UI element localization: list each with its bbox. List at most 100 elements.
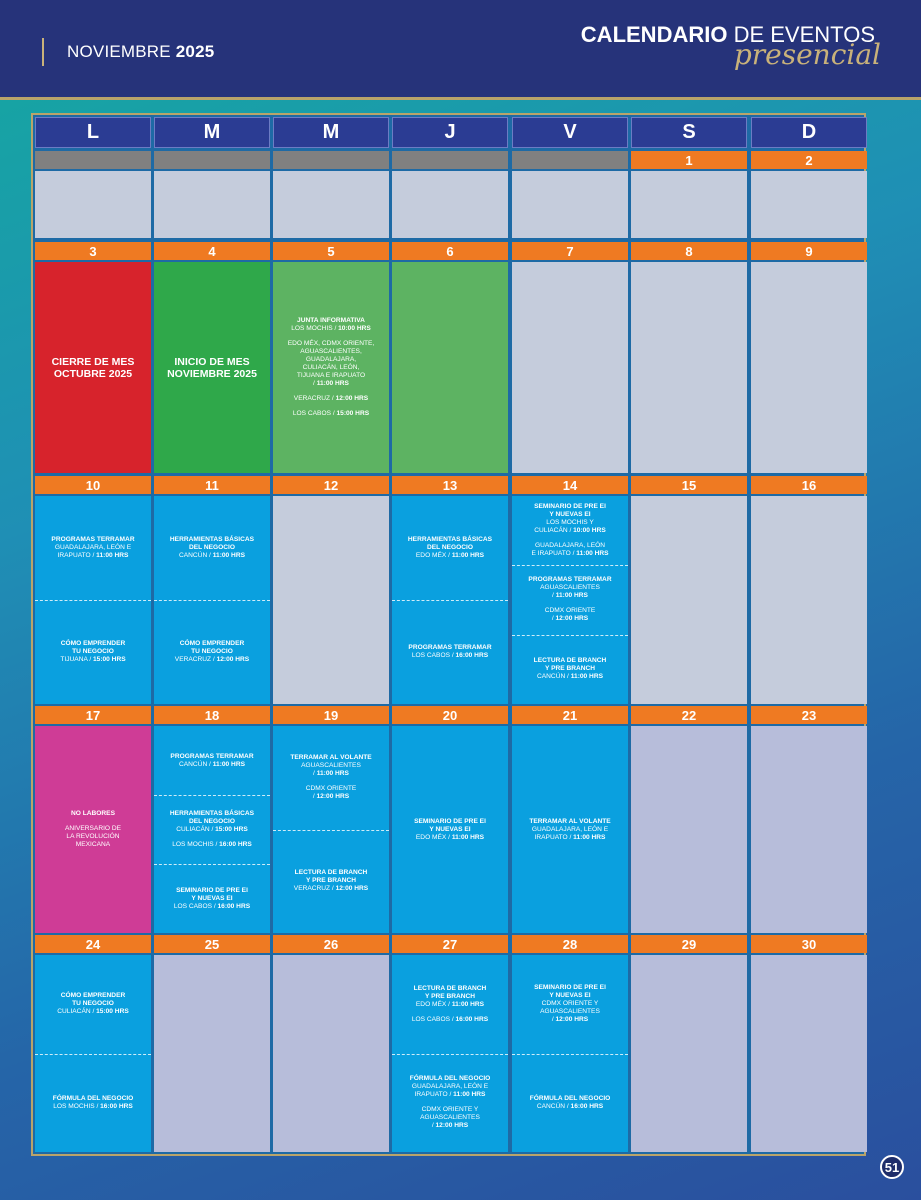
event-detail: EDO MÉX / 11:00 HRS [416, 1001, 484, 1009]
date-number: 19 [273, 706, 389, 724]
event-text: PROGRAMAS TERRAMAR [170, 752, 254, 760]
day-cell [751, 955, 867, 1152]
event-detail: IRAPUATO / 11:00 HRS [58, 552, 129, 560]
event-detail: LOS CABOS / 15:00 HRS [293, 410, 369, 418]
event-divider [512, 1053, 628, 1055]
event-text: GUADALAJARA, LEÓN [535, 542, 605, 550]
event-detail: LA REVOLUCIÓN [66, 833, 119, 841]
event-text: CANCÚN / [179, 760, 213, 768]
event-detail: LOS CABOS / 16:00 HRS [412, 1016, 488, 1024]
event-detail: IRAPUATO / 11:00 HRS [415, 1091, 486, 1099]
event-text: / [551, 615, 556, 623]
event-detail: EDO MÉX / 11:00 HRS [416, 552, 484, 560]
event-divider [154, 864, 270, 865]
event-detail: LOS MOCHIS / 16:00 HRS [53, 1103, 133, 1111]
event-block: JUNTA INFORMATIVA LOS MOCHIS / 10:00 HRS E… [273, 262, 389, 473]
event-title: PROGRAMAS TERRAMAR [528, 576, 611, 584]
event-text: LECTURA DE BRANCH [294, 869, 368, 877]
event-text: VERACRUZ / [174, 656, 217, 663]
event-detail: GUADALAJARA, LEÓN E [55, 544, 131, 552]
event-text: EDO MÉX, CDMX ORIENTE, [287, 340, 375, 347]
event-detail: LOS MOCHIS Y [546, 519, 594, 527]
event-text: AGUASCALIENTES [540, 584, 600, 592]
event-detail: AGUASCALIENTES [420, 1114, 480, 1122]
event-time: 12:00 HRS [335, 885, 369, 893]
day-cell [273, 496, 389, 704]
event-text: HERRAMIENTAS BÁSICAS [169, 536, 255, 543]
event-detail: VERACRUZ / 12:00 HRS [294, 395, 368, 403]
event-detail: CULIACÁN / 15:00 HRS [176, 826, 247, 834]
event-block: PROGRAMAS TERRAMAR CANCÚN / 11:00 HRS [154, 726, 270, 795]
event-block: CÓMO EMPRENDER TU NEGOCIO CULIACÁN / 15:00… [35, 955, 151, 1054]
event-block: HERRAMIENTAS BÁSICAS DEL NEGOCIO CULIACÁN … [154, 795, 270, 864]
event-title: DEL NEGOCIO [189, 544, 235, 552]
event-text: DEL NEGOCIO [188, 544, 236, 551]
day-cell [512, 171, 628, 238]
weekday-header: D [751, 117, 867, 148]
event-time: 11:00 HRS [451, 1000, 485, 1008]
event-detail: CANCÚN / 16:00 HRS [537, 1103, 603, 1111]
event-detail: AGUASCALIENTES, [300, 348, 362, 356]
event-title: FÓRMULA DEL NEGOCIO [53, 1095, 134, 1103]
date-number: 21 [512, 706, 628, 724]
event-time: 16:00 HRS [219, 841, 252, 848]
day-cell [631, 496, 747, 704]
event-block: SEMINARIO DE PRE EI Y NUEVAS EI LOS MOCHIS… [512, 496, 628, 565]
event-text: DEL NEGOCIO [188, 818, 236, 825]
weekday-header: L [35, 117, 151, 148]
event-time: 12:00 HRS [435, 1122, 469, 1130]
event-detail: MEXICANA [76, 841, 110, 849]
event-text: SEMINARIO DE PRE EI [176, 886, 248, 894]
day-cell: JUNTA INFORMATIVA LOS MOCHIS / 10:00 HRS E… [273, 262, 389, 473]
event-title: SEMINARIO DE PRE EI [534, 984, 606, 992]
event-detail: GUADALAJARA, [306, 356, 356, 364]
event-title: Y PRE BRANCH [306, 877, 356, 885]
date-number: 20 [392, 706, 508, 724]
event-title: TERRAMAR AL VOLANTE [529, 818, 610, 826]
event-divider [392, 600, 508, 601]
event-title: SEMINARIO DE PRE EI [534, 503, 606, 511]
page-title: CALENDARIO DE EVENTOS [580, 22, 875, 47]
event-detail: ANIVERSARIO DE [65, 825, 121, 833]
event-text: FÓRMULA DEL NEGOCIO [529, 1094, 611, 1102]
event-time: 12:00 HRS [555, 1016, 589, 1024]
day-cell: HERRAMIENTAS BÁSICAS DEL NEGOCIO CANCÚN / … [154, 496, 270, 704]
day-cell: LECTURA DE BRANCH Y PRE BRANCH EDO MÉX / 1… [392, 955, 508, 1152]
event-time: 11:00 HRS [316, 770, 349, 778]
event-detail: CANCÚN / 11:00 HRS [537, 673, 603, 681]
event-detail: LOS MOCHIS / 16:00 HRS [172, 841, 252, 849]
date-number: 5 [273, 242, 389, 260]
event-text: SEMINARIO DE PRE EI [534, 984, 606, 992]
event-time: 15:00 HRS [215, 826, 248, 833]
event-block: PROGRAMAS TERRAMAR LOS CABOS / 16:00 HRS [392, 600, 508, 704]
event-text: / [431, 1122, 436, 1130]
event-time: 10:00 HRS [338, 325, 371, 332]
event-text: Y PRE BRANCH [424, 992, 476, 1000]
event-text: VERACRUZ / [293, 395, 336, 402]
event-text: PROGRAMAS TERRAMAR [528, 576, 612, 584]
page-header: NOVIEMBRE 2025 CALENDARIO DE EVENTOS pre… [0, 0, 921, 100]
cell-notice: CIERRE DE MES OCTUBRE 2025 [35, 262, 151, 473]
event-time: 10:00 HRS [573, 527, 606, 535]
event-title: Y PRE BRANCH [425, 993, 475, 1001]
event-title: FÓRMULA DEL NEGOCIO [410, 1075, 491, 1083]
day-cell: HERRAMIENTAS BÁSICAS DEL NEGOCIO EDO MÉX /… [392, 496, 508, 704]
event-text: TU NEGOCIO [72, 648, 114, 655]
event-title: Y NUEVAS EI [549, 992, 590, 1000]
date-number: 26 [273, 935, 389, 953]
event-text: TIJUANA / [60, 656, 93, 663]
event-text: GUADALAJARA, LEÓN E [54, 544, 132, 551]
event-text: CDMX ORIENTE [544, 607, 596, 615]
event-text: SEMINARIO DE PRE EI [534, 503, 606, 511]
event-title: JUNTA INFORMATIVA [297, 317, 365, 325]
day-cell [631, 955, 747, 1152]
event-detail: EDO MÉX / 11:00 HRS [416, 834, 484, 842]
event-title: LECTURA DE BRANCH [414, 985, 487, 993]
day-cell [392, 262, 508, 473]
event-time: 11:00 HRS [451, 552, 485, 559]
event-time: 12:00 HRS [216, 656, 250, 663]
date-number: 18 [154, 706, 270, 724]
event-text: LOS CABOS / [411, 652, 456, 659]
event-block: HERRAMIENTAS BÁSICAS DEL NEGOCIO EDO MÉX /… [392, 496, 508, 600]
event-block: CÓMO EMPRENDER TU NEGOCIO VERACRUZ / 12:00… [154, 600, 270, 704]
